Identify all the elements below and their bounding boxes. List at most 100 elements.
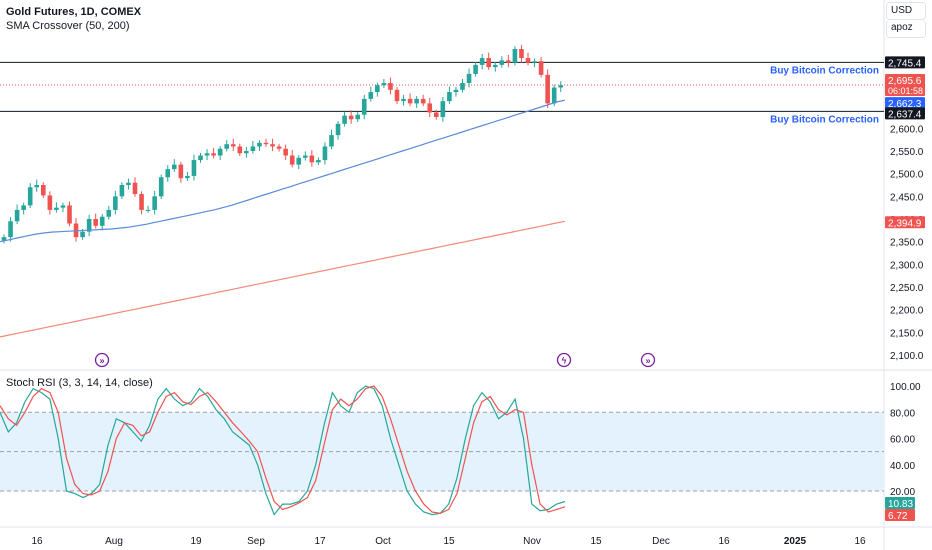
event-marker-glyph: »	[99, 356, 104, 366]
price-label: 2,695.6	[888, 76, 922, 87]
candle-body	[283, 148, 288, 156]
sma-200-line	[0, 220, 566, 338]
candle-body	[152, 196, 157, 210]
candle-body	[316, 160, 321, 163]
candle-body	[99, 216, 105, 226]
candle-body	[381, 83, 387, 86]
event-marker-glyph: ϟ	[562, 356, 567, 366]
rsi-axis-tick: 100.00	[890, 382, 921, 393]
time-axis-tick: Nov	[523, 536, 541, 547]
price-label-box	[885, 56, 925, 69]
candle-body	[447, 92, 452, 102]
time-axis-tick: 15	[443, 536, 455, 547]
candle-body	[224, 144, 229, 149]
price-label: 2,745.4	[888, 58, 922, 69]
annotation-text: Buy Bitcoin Correction	[770, 114, 879, 125]
candle-body	[361, 98, 367, 115]
countdown-label: 06:01:58	[888, 86, 923, 96]
candle-body	[427, 103, 433, 113]
candle-body	[453, 89, 459, 93]
event-marker-icon	[640, 352, 656, 368]
candle-body	[250, 146, 256, 151]
candle-body	[473, 64, 478, 74]
candle-body	[80, 231, 85, 238]
candle-body	[466, 73, 472, 83]
rsi-axis-tick: 40.00	[890, 461, 915, 472]
candle-body	[368, 92, 374, 99]
time-axis-tick: Sep	[247, 536, 265, 547]
candle-body	[211, 153, 216, 156]
user-label[interactable]: apoz	[886, 20, 926, 38]
price-axis-tick: 2,450.0	[890, 192, 924, 203]
candle-body	[217, 148, 223, 156]
indicator-legend-sma[interactable]: SMA Crossover (50, 200)	[6, 20, 130, 32]
candle-body	[440, 101, 446, 117]
time-axis-tick: 19	[190, 536, 202, 547]
candle-body	[545, 74, 550, 104]
candle-body	[27, 187, 33, 206]
candle-body	[204, 153, 210, 156]
candle-body	[113, 196, 118, 210]
price-axis-tick: 2,500.0	[890, 170, 924, 181]
candle-body	[276, 146, 282, 149]
candle-body	[165, 169, 171, 178]
candle-body	[139, 194, 144, 210]
candle-body	[47, 195, 53, 210]
stoch-rsi-d-line	[0, 385, 566, 514]
candle-body	[1, 237, 7, 241]
rsi-last-label-box	[885, 497, 915, 509]
indicator-legend-stoch-rsi[interactable]: Stoch RSI (3, 3, 14, 14, close)	[6, 377, 153, 389]
candle-body	[335, 123, 341, 136]
time-axis-tick: 15	[590, 536, 602, 547]
candle-body	[479, 58, 485, 65]
price-axis-tick: 2,100.0	[890, 351, 924, 362]
candle-body	[414, 98, 419, 104]
candle-body	[551, 87, 557, 104]
candle-body	[86, 219, 92, 232]
candle-body	[348, 115, 354, 120]
time-axis-tick: 16	[854, 536, 866, 547]
candle-body	[257, 142, 262, 147]
price-axis-tick: 2,600.0	[890, 124, 924, 135]
candle-body	[8, 221, 13, 238]
candle-body	[14, 209, 20, 222]
price-axis-tick: 2,350.0	[890, 238, 924, 249]
candle-body	[401, 98, 406, 102]
event-marker-icon	[556, 352, 572, 368]
candle-body	[309, 155, 315, 163]
candle-body	[60, 205, 66, 208]
candle-body	[263, 142, 269, 145]
price-axis-tick: 2,200.0	[890, 306, 924, 317]
candle-body	[460, 83, 465, 90]
price-label-box	[885, 97, 925, 110]
price-label-box	[885, 107, 925, 120]
annotation-text: Buy Bitcoin Correction	[770, 65, 879, 76]
time-axis-tick: Dec	[652, 536, 670, 547]
currency-button[interactable]: USD	[886, 2, 926, 20]
candle-body	[158, 177, 164, 197]
candle-body	[355, 114, 360, 120]
candle-body	[492, 64, 498, 68]
candle-body	[41, 185, 46, 196]
stoch-rsi-k-line	[0, 385, 566, 516]
candle-body	[145, 209, 151, 211]
candle-body	[506, 60, 511, 63]
candle-body	[512, 49, 518, 63]
candle-body	[532, 61, 537, 63]
chart-title: Gold Futures, 1D, COMEX	[6, 6, 142, 18]
rsi-axis-tick: 80.00	[890, 408, 915, 419]
candle-body	[270, 144, 275, 147]
rsi-last-label: 6.72	[888, 511, 908, 522]
candle-body	[289, 155, 295, 165]
candle-body	[375, 85, 380, 93]
candle-body	[486, 58, 491, 68]
candle-body	[558, 85, 564, 88]
time-axis-tick: 2025	[784, 536, 807, 547]
price-label: 2,394.9	[888, 218, 922, 229]
candle-body	[54, 207, 59, 210]
candle-body	[126, 182, 131, 185]
candle-body	[237, 146, 243, 154]
price-axis-tick: 2,250.0	[890, 283, 924, 294]
candle-body	[525, 58, 531, 63]
